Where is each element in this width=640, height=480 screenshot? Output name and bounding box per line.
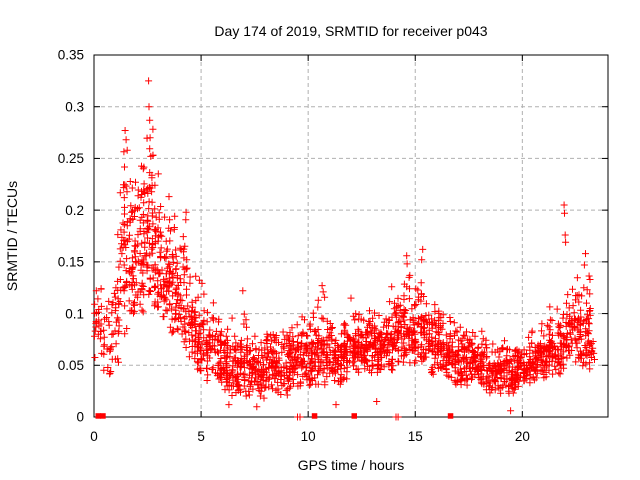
svg-text:15: 15	[408, 429, 423, 444]
svg-text:0.35: 0.35	[58, 48, 84, 63]
svg-text:0: 0	[90, 429, 98, 444]
svg-text:20: 20	[515, 429, 530, 444]
x-axis-label: GPS time / hours	[298, 457, 405, 473]
svg-text:0.25: 0.25	[58, 151, 84, 166]
svg-text:0.05: 0.05	[58, 358, 84, 373]
zero-cluster-square	[311, 413, 318, 419]
y-axis-label: SRMTID / TECUs	[4, 181, 20, 291]
data-points	[91, 77, 598, 421]
x-tick-labels: 0 5 10 15 20	[90, 429, 530, 444]
zero-cluster-square	[95, 413, 101, 419]
svg-text:0.2: 0.2	[65, 203, 84, 218]
svg-text:5: 5	[197, 429, 205, 444]
zero-value-markers	[95, 413, 454, 419]
svg-text:0.15: 0.15	[58, 255, 84, 270]
svg-text:10: 10	[301, 429, 316, 444]
y-tick-labels: 0 0.05 0.1 0.15 0.2 0.25 0.3 0.35	[58, 48, 84, 425]
svg-text:0: 0	[76, 410, 84, 425]
zero-cluster-square	[447, 413, 454, 419]
svg-text:0.1: 0.1	[65, 306, 84, 321]
chart-title: Day 174 of 2019, SRMTID for receiver p04…	[214, 23, 487, 39]
svg-text:0.3: 0.3	[65, 99, 84, 114]
plot-frame	[93, 54, 609, 418]
zero-cluster-square	[351, 413, 357, 419]
zero-cluster-square	[100, 413, 106, 419]
